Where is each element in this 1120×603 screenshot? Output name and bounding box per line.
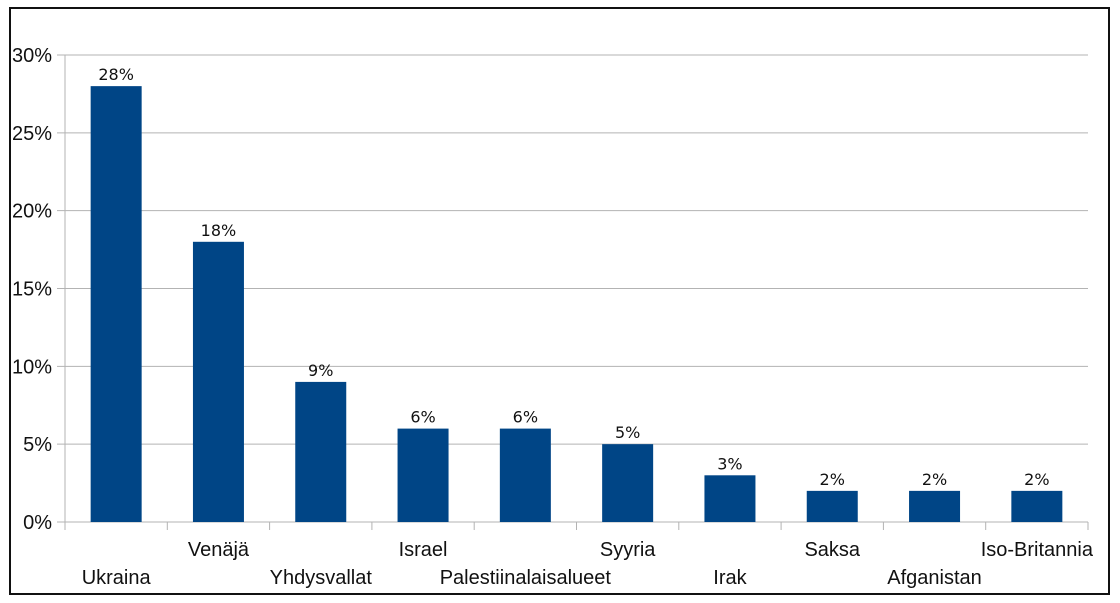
bar <box>806 490 858 522</box>
data-label: 3% <box>717 454 742 473</box>
data-labels: 28% 18% 9% 6% 6% 5% 3% 2% 2% 2% <box>98 65 1049 489</box>
data-label: 2% <box>1024 470 1049 489</box>
y-tick-label: 5% <box>23 434 52 456</box>
x-tick-label: Afganistan <box>887 567 982 589</box>
data-label: 6% <box>513 408 538 427</box>
bar <box>602 444 654 522</box>
y-tick-label: 25% <box>12 123 52 145</box>
x-tick-label: Palestiinalaisalueet <box>440 567 612 589</box>
bar <box>499 428 551 522</box>
x-tick-label: Venäjä <box>188 539 250 561</box>
bars <box>90 86 1063 523</box>
bar <box>295 381 347 522</box>
x-tick-label: Israel <box>399 539 448 561</box>
x-tick-label: Yhdysvallat <box>270 567 373 589</box>
y-tick-label: 20% <box>12 201 52 223</box>
data-label: 9% <box>308 361 333 380</box>
bar <box>397 428 449 522</box>
data-label: 28% <box>98 65 134 84</box>
x-tick-label: Irak <box>713 567 747 589</box>
y-axis-tick-labels: 0% 5% 10% 15% 20% 25% 30% <box>12 45 52 534</box>
bar <box>1011 490 1063 522</box>
y-tick-label: 15% <box>12 279 52 301</box>
y-tick-label: 0% <box>23 512 52 534</box>
x-axis-tick-labels: Ukraina Venäjä Yhdysvallat Israel Palestiina… <box>82 539 1094 589</box>
data-label: 2% <box>922 470 947 489</box>
data-label: 18% <box>201 221 237 240</box>
bar <box>909 490 961 522</box>
data-label: 5% <box>615 423 640 442</box>
data-label: 2% <box>820 470 845 489</box>
bar <box>704 475 756 522</box>
y-tick-label: 30% <box>12 45 52 67</box>
x-tick-label: Saksa <box>804 539 860 561</box>
data-label: 6% <box>410 408 435 427</box>
x-tick-label: Iso-Britannia <box>981 539 1094 561</box>
bar <box>90 86 142 522</box>
x-tick-label: Syyria <box>600 539 656 561</box>
x-tick-label: Ukraina <box>82 567 152 589</box>
bar <box>192 241 244 523</box>
y-tick-label: 10% <box>12 356 52 378</box>
